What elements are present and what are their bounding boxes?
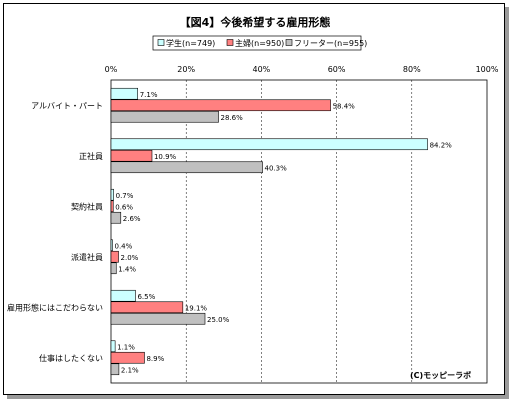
data-label: 0.6% bbox=[115, 203, 133, 211]
data-label: 6.5% bbox=[137, 293, 155, 301]
data-label: 58.4% bbox=[333, 102, 356, 110]
bar bbox=[110, 363, 120, 376]
bar bbox=[110, 301, 184, 314]
bar bbox=[110, 289, 136, 302]
x-tick-label: 0% bbox=[105, 65, 118, 74]
data-label: 0.7% bbox=[116, 192, 134, 200]
chart-title: 【図4】今後希望する雇用形態 bbox=[180, 15, 331, 29]
category-label: アルバイト・パート bbox=[31, 101, 103, 110]
bar bbox=[110, 149, 153, 162]
bar bbox=[110, 110, 219, 123]
category-label: 契約社員 bbox=[71, 201, 103, 211]
x-tick-label: 60% bbox=[328, 65, 346, 74]
bar bbox=[110, 188, 114, 201]
bar bbox=[110, 138, 428, 151]
legend-label: 学生(n=749) bbox=[166, 38, 215, 48]
data-label: 7.1% bbox=[140, 91, 158, 99]
bar bbox=[110, 262, 117, 275]
data-label: 2.0% bbox=[121, 254, 139, 262]
legend: 学生(n=749) 主婦(n=950) フリーター(n=955) bbox=[152, 35, 367, 51]
data-label: 0.4% bbox=[115, 242, 133, 250]
x-tick-label: 100% bbox=[476, 65, 499, 74]
bar bbox=[110, 200, 114, 213]
bars bbox=[110, 87, 428, 376]
data-label: 84.2% bbox=[430, 141, 453, 149]
category-label: 派遣社員 bbox=[71, 252, 103, 262]
data-label: 8.9% bbox=[146, 355, 164, 363]
legend-swatch bbox=[285, 39, 293, 46]
bar bbox=[110, 250, 119, 263]
chart-frame bbox=[3, 3, 505, 395]
data-label: 25.0% bbox=[207, 316, 230, 324]
data-label: 19.1% bbox=[185, 304, 208, 312]
legend-label: 主婦(n=950) bbox=[235, 38, 284, 48]
data-label: 2.6% bbox=[123, 215, 141, 223]
bar bbox=[110, 351, 145, 364]
bar bbox=[110, 87, 138, 100]
data-label: 1.4% bbox=[118, 265, 136, 273]
bar bbox=[110, 161, 263, 174]
x-axis: 0% 20% 40% 60% 80% 100% bbox=[105, 65, 499, 74]
x-tick-label: 40% bbox=[253, 65, 271, 74]
bar bbox=[110, 340, 116, 353]
data-label: 40.3% bbox=[265, 164, 288, 172]
plot-area bbox=[110, 79, 488, 384]
data-labels: 7.1% 58.4% 28.6% 84.2% 10.9% 40.3% 0.7% 0.6% 2.6… bbox=[115, 91, 453, 375]
data-label: 1.1% bbox=[117, 343, 135, 351]
bar bbox=[110, 239, 113, 252]
gridlines bbox=[185, 80, 413, 383]
legend-box bbox=[152, 35, 362, 51]
legend-label: フリーター(n=955) bbox=[294, 39, 367, 48]
data-label: 2.1% bbox=[121, 366, 139, 374]
category-label: 雇用形態にはこだわらない bbox=[7, 302, 103, 312]
credit-text: (C)モッピーラボ bbox=[410, 370, 471, 380]
data-label: 10.9% bbox=[154, 153, 177, 161]
legend-swatch bbox=[226, 39, 234, 46]
data-label: 28.6% bbox=[221, 114, 244, 122]
bar bbox=[110, 312, 206, 325]
bar bbox=[110, 99, 331, 112]
x-tick-label: 80% bbox=[403, 65, 421, 74]
category-label: 仕事はしたくない bbox=[39, 353, 103, 363]
category-label: 正社員 bbox=[79, 151, 103, 161]
bar bbox=[110, 211, 122, 224]
x-tick-label: 20% bbox=[177, 65, 195, 74]
legend-swatch bbox=[157, 39, 165, 46]
